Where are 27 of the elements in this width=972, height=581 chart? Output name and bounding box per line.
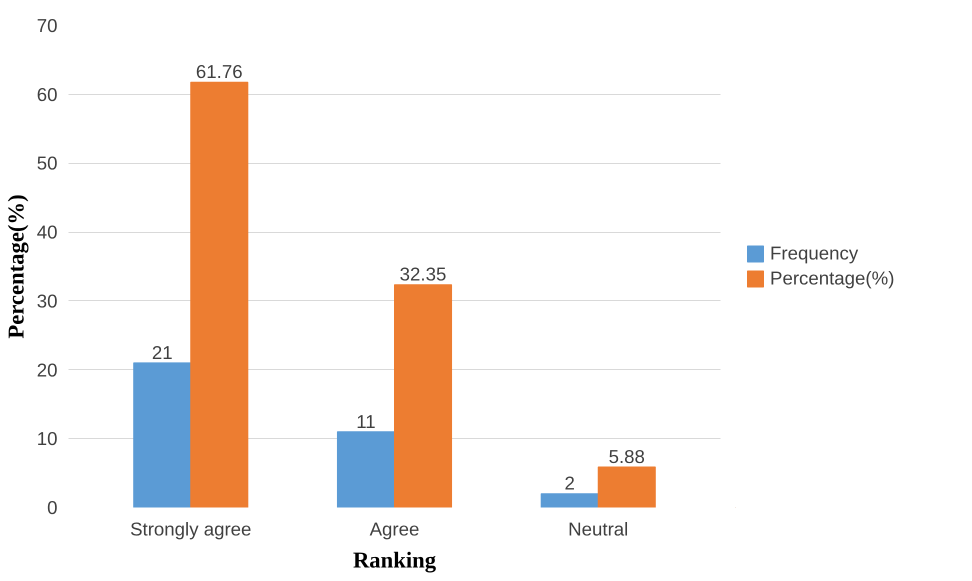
data-label: 32.35 bbox=[400, 264, 446, 285]
bar bbox=[336, 431, 395, 508]
bar bbox=[598, 466, 656, 508]
y-tick-label: 70 bbox=[36, 15, 58, 36]
data-label: 2 bbox=[564, 472, 575, 494]
bar bbox=[394, 284, 452, 508]
data-label: 5.88 bbox=[608, 446, 645, 468]
y-tick-label: 60 bbox=[36, 84, 58, 105]
legend-label: Percentage(%) bbox=[770, 268, 894, 290]
legend-label: Frequency bbox=[770, 242, 858, 264]
y-tick-label: 30 bbox=[36, 290, 58, 312]
data-label: 21 bbox=[152, 342, 173, 363]
y-axis-title: Percentage(%) bbox=[4, 194, 29, 339]
bar bbox=[133, 362, 192, 508]
x-tick-label: Agree bbox=[370, 518, 420, 540]
y-tick-label: 20 bbox=[36, 359, 58, 380]
y-tick-label: 0 bbox=[47, 497, 58, 518]
bar bbox=[190, 82, 248, 508]
data-label: 61.76 bbox=[196, 61, 243, 82]
x-tick-label: Strongly agree bbox=[130, 518, 252, 540]
y-tick-label: 40 bbox=[36, 222, 58, 243]
x-tick-label: Neutral bbox=[568, 518, 628, 540]
y-tick-label: 10 bbox=[36, 428, 58, 450]
bar bbox=[540, 493, 599, 508]
x-axis-title: Ranking bbox=[352, 548, 437, 572]
y-tick-label: 50 bbox=[36, 152, 58, 174]
data-label: 11 bbox=[356, 410, 376, 432]
